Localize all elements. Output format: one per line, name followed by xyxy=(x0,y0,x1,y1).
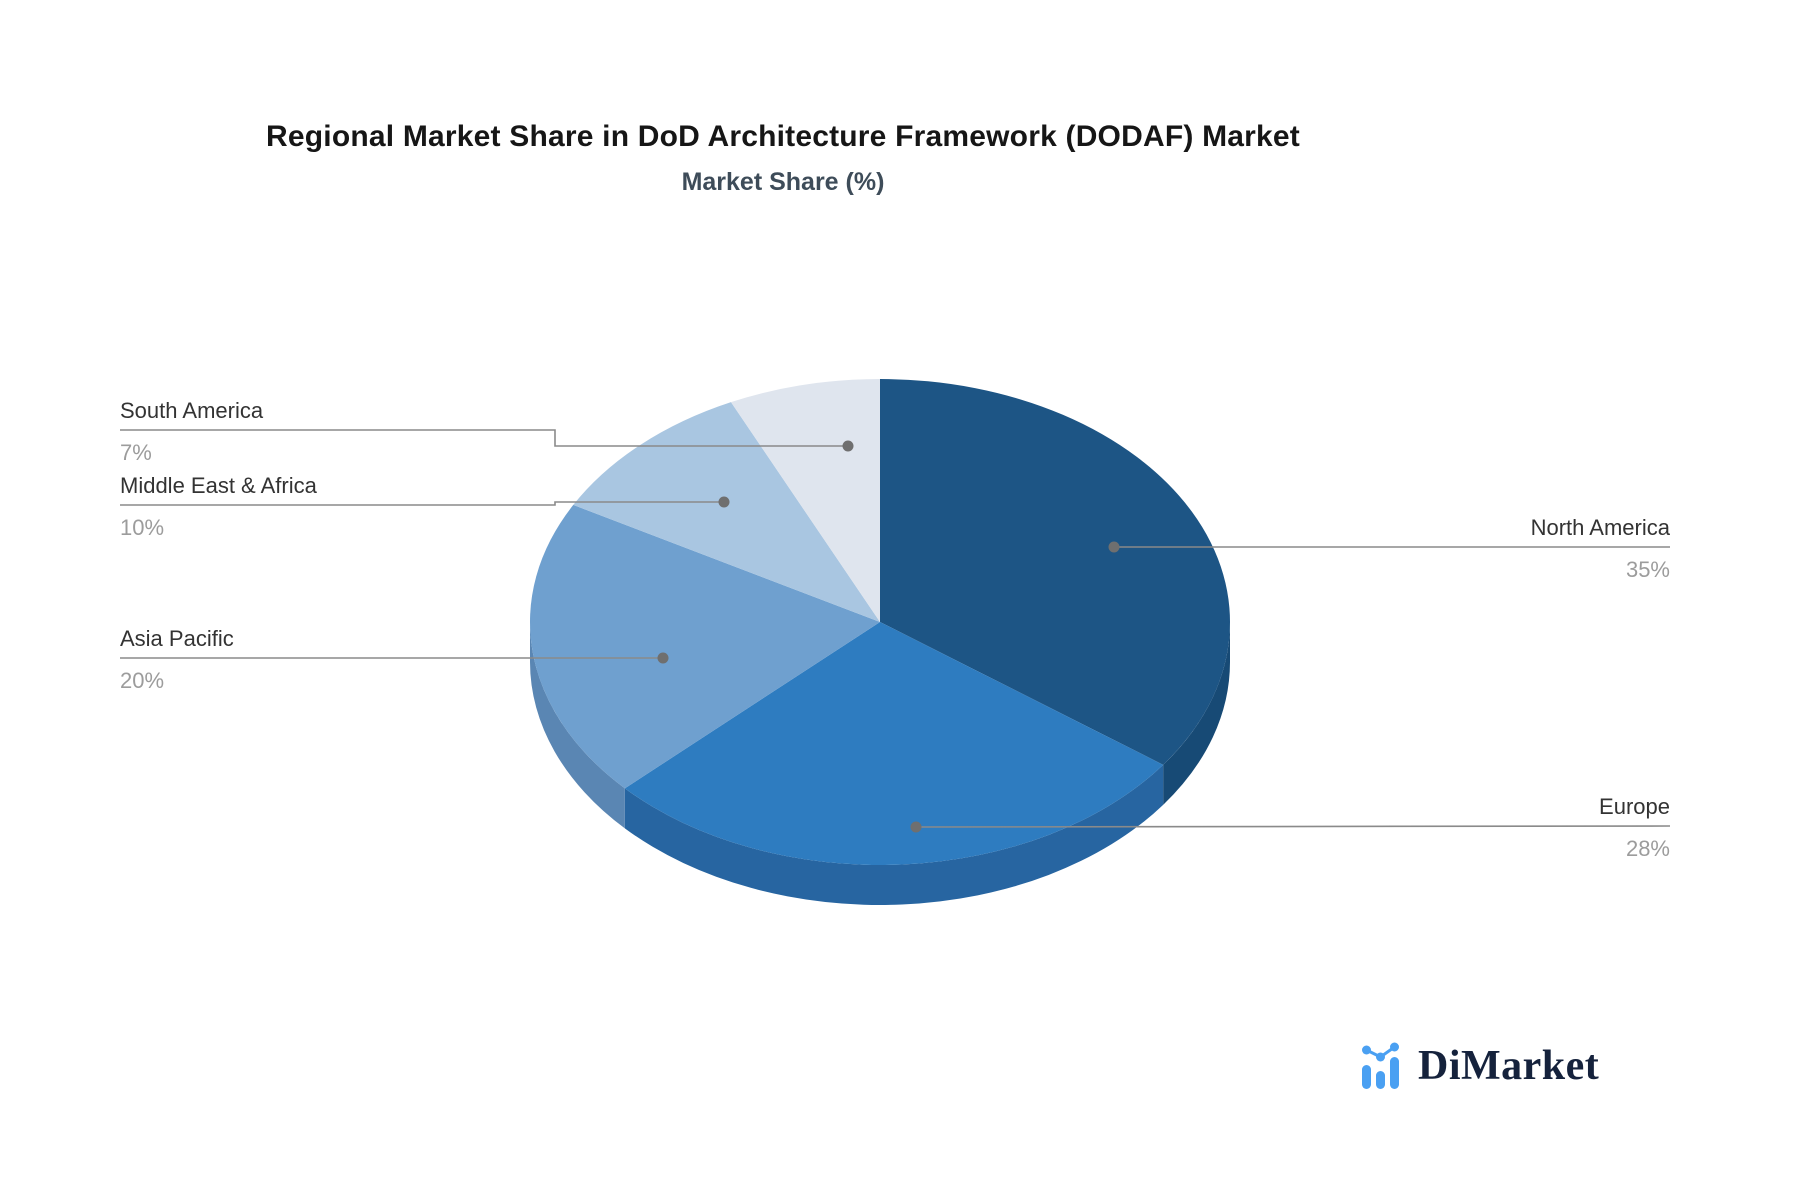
logo-bar xyxy=(1376,1071,1385,1089)
label-middle-east-africa-name: Middle East & Africa xyxy=(120,473,317,498)
label-north-america-value: 35% xyxy=(1625,557,1670,582)
dimarket-logo: DiMarket xyxy=(1360,1038,1599,1094)
logo-dot xyxy=(1390,1042,1399,1052)
leader-dot-north-america xyxy=(1108,541,1120,553)
chart-subtitle: Market Share (%) xyxy=(681,168,885,196)
leader-line-middle-east-africa xyxy=(120,501,724,506)
label-north-america: North America 35% xyxy=(1310,515,1670,583)
label-asia-pacific-value: 20% xyxy=(120,668,165,693)
logo-dot xyxy=(1376,1052,1385,1062)
pie-slice-north-america[interactable] xyxy=(880,379,1230,765)
pie-slice-south-america[interactable] xyxy=(730,379,880,622)
label-europe-value: 28% xyxy=(1625,836,1670,861)
leader-dot-south-america xyxy=(842,440,854,452)
logo-bar xyxy=(1390,1057,1399,1089)
leader-dot-asia-pacific xyxy=(657,652,669,664)
pie-slice-europe[interactable] xyxy=(624,622,1164,866)
logo-dot xyxy=(1362,1045,1371,1055)
pie-rim-north-america xyxy=(1163,622,1230,805)
label-europe: Europe 28% xyxy=(1310,794,1670,862)
pie-rim-asia-pacific xyxy=(530,622,625,829)
label-south-america-name: South America xyxy=(120,398,264,423)
leader-line-south-america xyxy=(120,429,848,447)
label-asia-pacific: Asia Pacific 20% xyxy=(120,626,560,694)
pie-rim-europe xyxy=(624,764,1164,905)
label-asia-pacific-name: Asia Pacific xyxy=(120,626,234,651)
label-south-america-value: 7% xyxy=(120,440,152,465)
pie-slice-asia-pacific[interactable] xyxy=(529,504,880,789)
dimarket-logo-text: DiMarket xyxy=(1418,1043,1600,1089)
label-north-america-name: North America xyxy=(1530,515,1670,540)
chart-title: Regional Market Share in DoD Architectur… xyxy=(266,120,1300,153)
leader-dot-middle-east-africa xyxy=(718,496,730,508)
leader-dot-europe xyxy=(910,821,922,833)
logo-bar xyxy=(1362,1065,1371,1089)
leader-line-europe xyxy=(915,825,1671,828)
label-europe-name: Europe xyxy=(1599,794,1670,819)
label-south-america: South America 7% xyxy=(120,398,560,466)
dimarket-logo-icon xyxy=(1362,1042,1399,1089)
pie-slice-middle-east-africa[interactable] xyxy=(573,402,880,622)
label-middle-east-africa-value: 10% xyxy=(120,515,165,540)
label-middle-east-africa: Middle East & Africa 10% xyxy=(120,473,560,541)
